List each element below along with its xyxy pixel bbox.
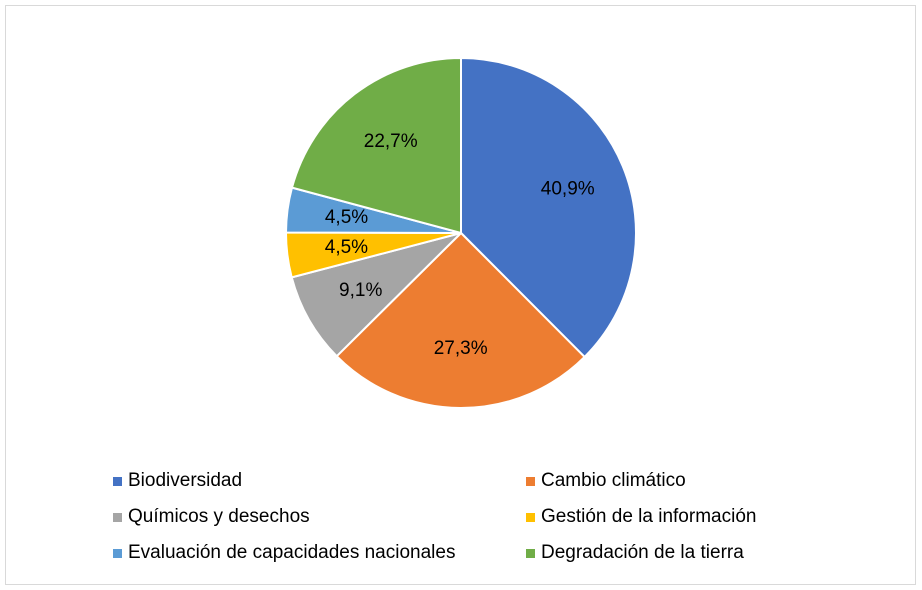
pie-slice-1 [335, 232, 586, 409]
pie-slices [285, 57, 637, 409]
pie-data-labels: 40,9% 27,3% 9,1% 4,5% 4,5% 22,7% [325, 131, 595, 359]
pie-slice-0 [460, 57, 637, 358]
pie-data-label-5: 22,7% [364, 131, 418, 152]
pie-data-label-0: 40,9% [541, 178, 595, 199]
pie-data-label-2: 9,1% [339, 280, 382, 301]
pie-data-label-3: 4,5% [325, 237, 368, 258]
pie-data-label-4: 4,5% [325, 207, 368, 228]
pie-data-label-1: 27,3% [434, 338, 488, 359]
pie-slice-5 [290, 57, 462, 234]
pie-slice-2 [290, 232, 462, 358]
